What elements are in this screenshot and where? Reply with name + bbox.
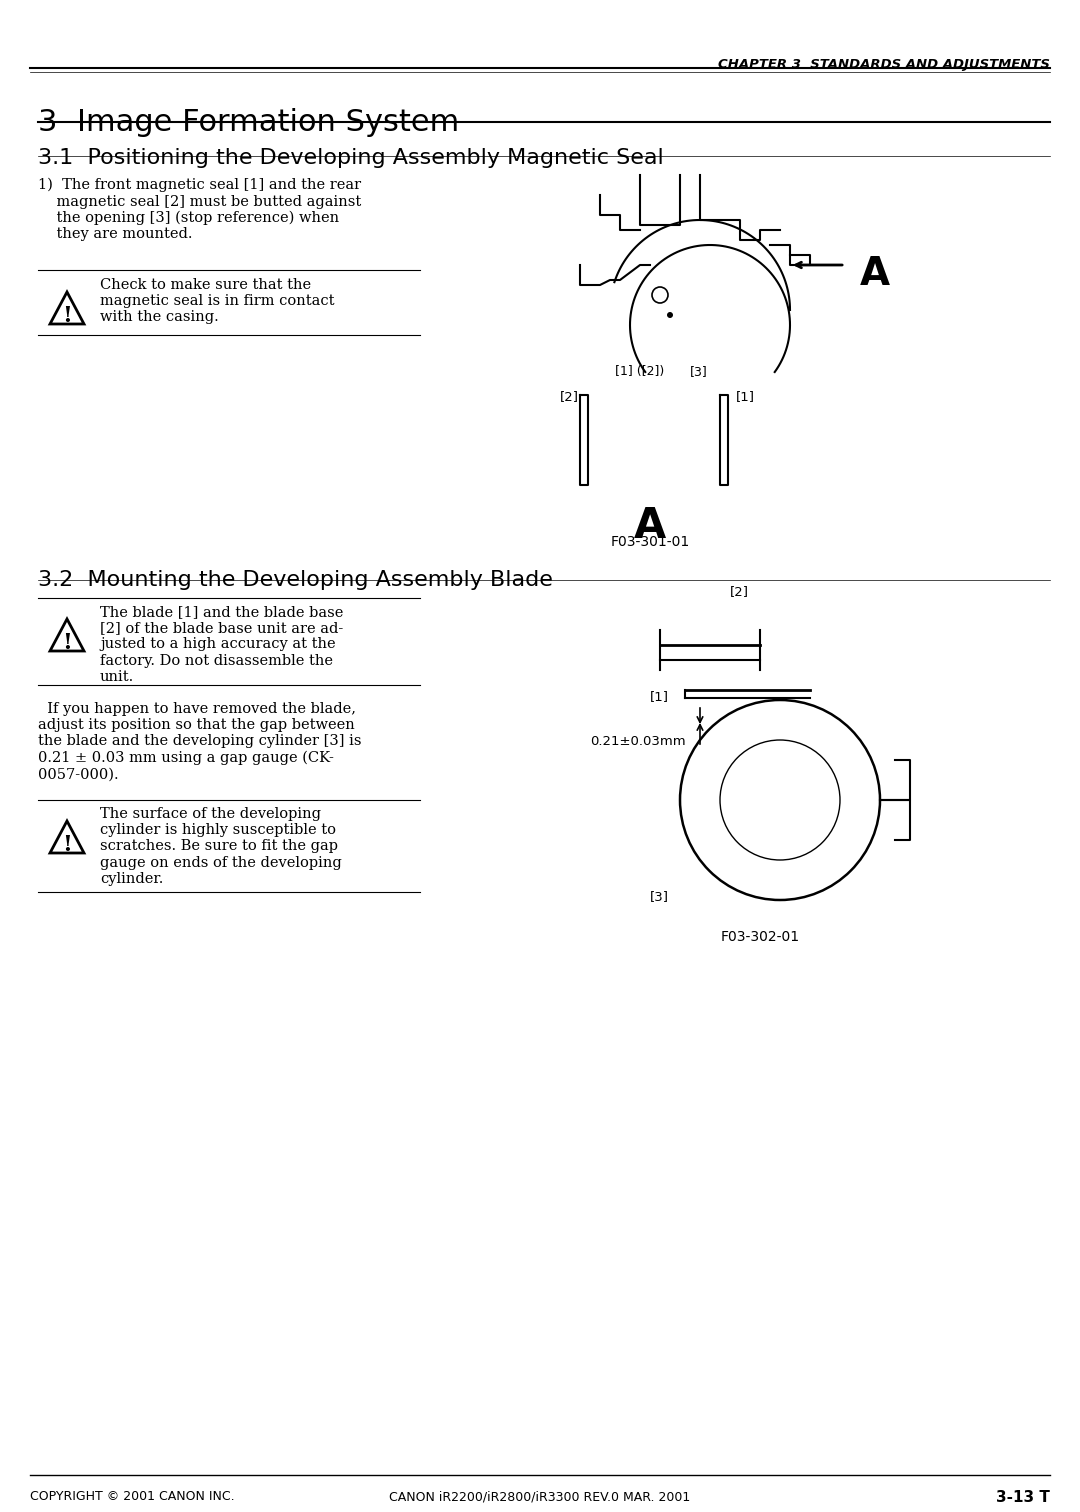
Text: Check to make sure that the
magnetic seal is in firm contact
with the casing.: Check to make sure that the magnetic sea… (100, 278, 335, 325)
Text: A: A (634, 505, 666, 547)
Text: [2]: [2] (561, 390, 579, 404)
Text: 3.1  Positioning the Developing Assembly Magnetic Seal: 3.1 Positioning the Developing Assembly … (38, 148, 664, 168)
Text: [1]: [1] (735, 390, 755, 404)
Text: CANON iR2200/iR2800/iR3300 REV.0 MAR. 2001: CANON iR2200/iR2800/iR3300 REV.0 MAR. 20… (390, 1489, 690, 1503)
Text: 3  Image Formation System: 3 Image Formation System (38, 107, 459, 138)
Text: [1]: [1] (650, 689, 669, 703)
Text: !: ! (62, 835, 72, 856)
Text: [2]: [2] (730, 585, 750, 599)
Text: If you happen to have removed the blade,
adjust its position so that the gap bet: If you happen to have removed the blade,… (38, 702, 362, 782)
Text: F03-302-01: F03-302-01 (720, 930, 799, 943)
Text: 3-13 T: 3-13 T (996, 1489, 1050, 1504)
Text: CHAPTER 3  STANDARDS AND ADJUSTMENTS: CHAPTER 3 STANDARDS AND ADJUSTMENTS (718, 57, 1050, 71)
Text: The surface of the developing
cylinder is highly susceptible to
scratches. Be su: The surface of the developing cylinder i… (100, 807, 341, 886)
Text: !: ! (62, 632, 72, 655)
Text: [3]: [3] (650, 891, 669, 903)
Text: [3]: [3] (690, 364, 707, 378)
Text: 1)  The front magnetic seal [1] and the rear
    magnetic seal [2] must be butte: 1) The front magnetic seal [1] and the r… (38, 178, 361, 242)
Circle shape (667, 311, 673, 318)
Text: !: ! (62, 305, 72, 327)
Text: COPYRIGHT © 2001 CANON INC.: COPYRIGHT © 2001 CANON INC. (30, 1489, 234, 1503)
Text: F03-301-01: F03-301-01 (610, 535, 690, 549)
Text: A: A (860, 256, 890, 293)
Text: [1] ([2]): [1] ([2]) (615, 364, 664, 378)
Text: 0.21±0.03mm: 0.21±0.03mm (590, 735, 686, 748)
Text: The blade [1] and the blade base
[2] of the blade base unit are ad-
justed to a : The blade [1] and the blade base [2] of … (100, 605, 343, 683)
Text: 3.2  Mounting the Developing Assembly Blade: 3.2 Mounting the Developing Assembly Bla… (38, 570, 553, 590)
